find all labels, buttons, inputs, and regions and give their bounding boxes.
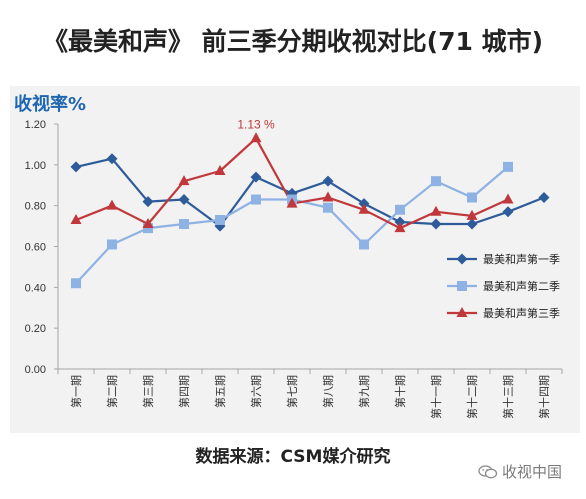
series-2-point — [71, 278, 81, 289]
series-1-point — [106, 153, 118, 165]
series-1-point — [250, 171, 262, 183]
series-3-point — [466, 209, 478, 220]
series-1-point — [358, 198, 370, 210]
series-2-point — [503, 161, 513, 172]
series-1-point — [430, 218, 442, 230]
legend-item-3: 最美和声第三季 — [447, 306, 560, 320]
x-tick-label-group: 第十期 — [393, 375, 407, 408]
series-3-point — [430, 205, 442, 216]
series-1-point — [502, 206, 514, 218]
series-2-point — [107, 239, 117, 250]
series-1-point — [142, 196, 154, 208]
series-2-point — [395, 204, 405, 215]
x-tick-label-group: 第十三期 — [501, 375, 515, 419]
watermark-text: 收视中国 — [501, 463, 562, 481]
x-tick-label: 第五期 — [213, 375, 227, 408]
x-tick-label: 第六期 — [249, 375, 263, 408]
series-3-point — [142, 218, 154, 229]
series-1-point — [466, 218, 478, 230]
peak-data-label: 1.13 % — [237, 117, 275, 131]
x-tick-label: 第十三期 — [501, 375, 515, 419]
y-tick-label: 1.20 — [25, 119, 46, 131]
series-3-point — [70, 213, 82, 224]
series-1-point — [178, 194, 190, 206]
chart-title: 《最美和声》 前三季分期收视对比(71 城市) — [42, 27, 544, 56]
x-tick-label: 第九期 — [357, 375, 371, 408]
y-tick-label: 0.80 — [25, 201, 46, 213]
x-tick-label-group: 第二期 — [105, 375, 119, 408]
series-3-point — [502, 193, 514, 204]
series-3-point — [394, 222, 406, 233]
y-tick-label: 0.00 — [25, 364, 46, 376]
series-3-point — [214, 164, 226, 175]
x-tick-label-group: 第十一期 — [429, 375, 443, 419]
y-axis-label: 收视率% — [14, 94, 87, 115]
series-1-point — [322, 175, 334, 187]
series-3-point — [178, 175, 190, 186]
series-line-1 — [75, 157, 545, 228]
series-3-point — [322, 191, 334, 202]
data-source-note: 数据来源：CSM媒介研究 — [195, 447, 391, 467]
legend-marker — [457, 281, 467, 291]
x-tick-label: 第十二期 — [465, 375, 479, 419]
legend-label: 最美和声第二季 — [483, 279, 560, 293]
x-tick-label-group: 第十二期 — [465, 375, 479, 419]
y-tick-label: 1.00 — [25, 160, 46, 172]
x-tick-label-group: 第八期 — [321, 375, 335, 408]
legend-label: 最美和声第三季 — [483, 306, 560, 320]
series-3-point — [358, 203, 370, 214]
y-tick-label: 0.60 — [25, 242, 46, 254]
x-tick-label: 第十四期 — [537, 375, 551, 419]
legend-marker — [456, 253, 468, 265]
legend-item-1: 最美和声第一季 — [447, 252, 560, 266]
x-tick-label: 第十一期 — [429, 375, 443, 419]
x-tick-label: 第十期 — [393, 375, 407, 408]
x-tick-label: 第二期 — [105, 375, 119, 408]
series-3-point — [250, 132, 262, 143]
series-2-point — [179, 219, 189, 230]
x-tick-label: 第四期 — [177, 375, 191, 408]
x-tick-label: 第一期 — [69, 375, 83, 408]
x-tick-label-group: 第六期 — [249, 375, 263, 408]
x-tick-label: 第七期 — [285, 375, 299, 408]
series-2-point — [359, 239, 369, 250]
legend-item-2: 最美和声第二季 — [447, 279, 560, 293]
x-tick-label-group: 第五期 — [213, 375, 227, 408]
legend-label: 最美和声第一季 — [483, 252, 560, 266]
series-3-point — [286, 197, 298, 208]
x-tick-label-group: 第四期 — [177, 375, 191, 408]
series-2-point — [431, 176, 441, 187]
x-tick-label-group: 第一期 — [69, 375, 83, 408]
series-1-point — [70, 161, 82, 173]
x-tick-label: 第八期 — [321, 375, 335, 408]
chart-panel — [10, 86, 580, 433]
x-tick-label-group: 第三期 — [141, 375, 155, 408]
x-tick-label-group: 第七期 — [285, 375, 299, 408]
series-2-point — [143, 223, 153, 234]
y-tick-label: 0.20 — [25, 323, 46, 335]
y-tick-label: 0.40 — [25, 282, 46, 294]
series-1-point — [538, 192, 550, 203]
x-tick-label-group: 第十四期 — [537, 375, 551, 419]
watermark: 收视中国 — [478, 461, 562, 482]
series-line-3 — [75, 137, 509, 230]
x-tick-label: 第三期 — [141, 375, 155, 408]
x-tick-label-group: 第九期 — [357, 375, 371, 408]
series-2-point — [251, 194, 261, 205]
series-3-point — [106, 199, 118, 210]
series-2-point — [215, 214, 225, 225]
legend-marker — [456, 307, 468, 317]
series-2-point — [467, 192, 477, 203]
wechat-icon — [478, 465, 498, 479]
series-1-point — [394, 216, 406, 228]
series-2-point — [323, 202, 333, 213]
